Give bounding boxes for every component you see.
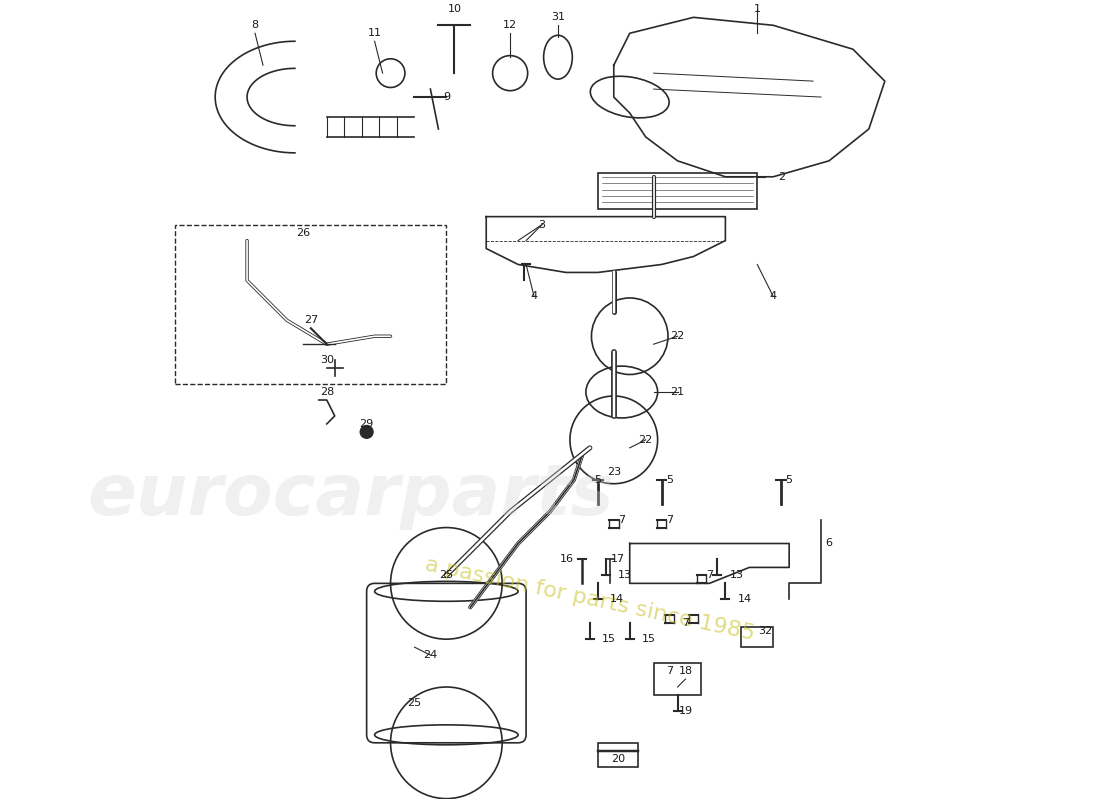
Text: 13: 13	[729, 570, 744, 580]
Text: 7: 7	[682, 618, 689, 628]
Text: 19: 19	[679, 706, 693, 716]
Text: 25: 25	[407, 698, 421, 708]
Text: 4: 4	[770, 291, 777, 302]
Text: 18: 18	[679, 666, 693, 676]
Circle shape	[361, 426, 373, 438]
Text: 9: 9	[443, 92, 450, 102]
Text: 27: 27	[304, 315, 318, 326]
Bar	[597, 743, 638, 766]
Text: 22: 22	[670, 331, 684, 342]
Text: 1: 1	[754, 4, 761, 14]
Text: 15: 15	[641, 634, 656, 644]
Text: 32: 32	[758, 626, 772, 636]
Text: 5: 5	[785, 474, 793, 485]
Bar	[653, 663, 702, 695]
Text: 17: 17	[610, 554, 625, 565]
Bar	[741, 627, 773, 647]
Text: 3: 3	[539, 220, 546, 230]
Text: 5: 5	[594, 474, 602, 485]
Text: 23: 23	[607, 466, 620, 477]
Text: 31: 31	[551, 12, 565, 22]
Text: 8: 8	[252, 20, 258, 30]
Text: 12: 12	[503, 20, 517, 30]
Text: 22: 22	[638, 435, 652, 445]
Text: 25: 25	[439, 570, 453, 580]
Text: 14: 14	[737, 594, 751, 604]
Text: 29: 29	[360, 419, 374, 429]
Text: 16: 16	[560, 554, 574, 565]
Text: 26: 26	[296, 227, 310, 238]
Text: 14: 14	[609, 594, 624, 604]
Text: 20: 20	[610, 754, 625, 764]
Text: 13: 13	[618, 570, 631, 580]
Text: 7: 7	[706, 570, 713, 580]
Text: 2: 2	[778, 172, 784, 182]
Text: 5: 5	[667, 474, 673, 485]
Text: 28: 28	[320, 387, 334, 397]
Text: 30: 30	[320, 355, 333, 365]
Text: eurocarparts: eurocarparts	[87, 461, 614, 530]
Text: 15: 15	[602, 634, 616, 644]
Text: 24: 24	[424, 650, 438, 660]
Text: 4: 4	[530, 291, 538, 302]
Text: 10: 10	[448, 4, 461, 14]
Text: 6: 6	[825, 538, 833, 549]
Bar	[175, 225, 447, 384]
Text: 21: 21	[671, 387, 684, 397]
Text: a passion for parts since 1985: a passion for parts since 1985	[424, 554, 757, 644]
Text: 7: 7	[666, 666, 673, 676]
Text: 7: 7	[666, 514, 673, 525]
Text: 7: 7	[618, 514, 625, 525]
Text: 11: 11	[367, 28, 382, 38]
